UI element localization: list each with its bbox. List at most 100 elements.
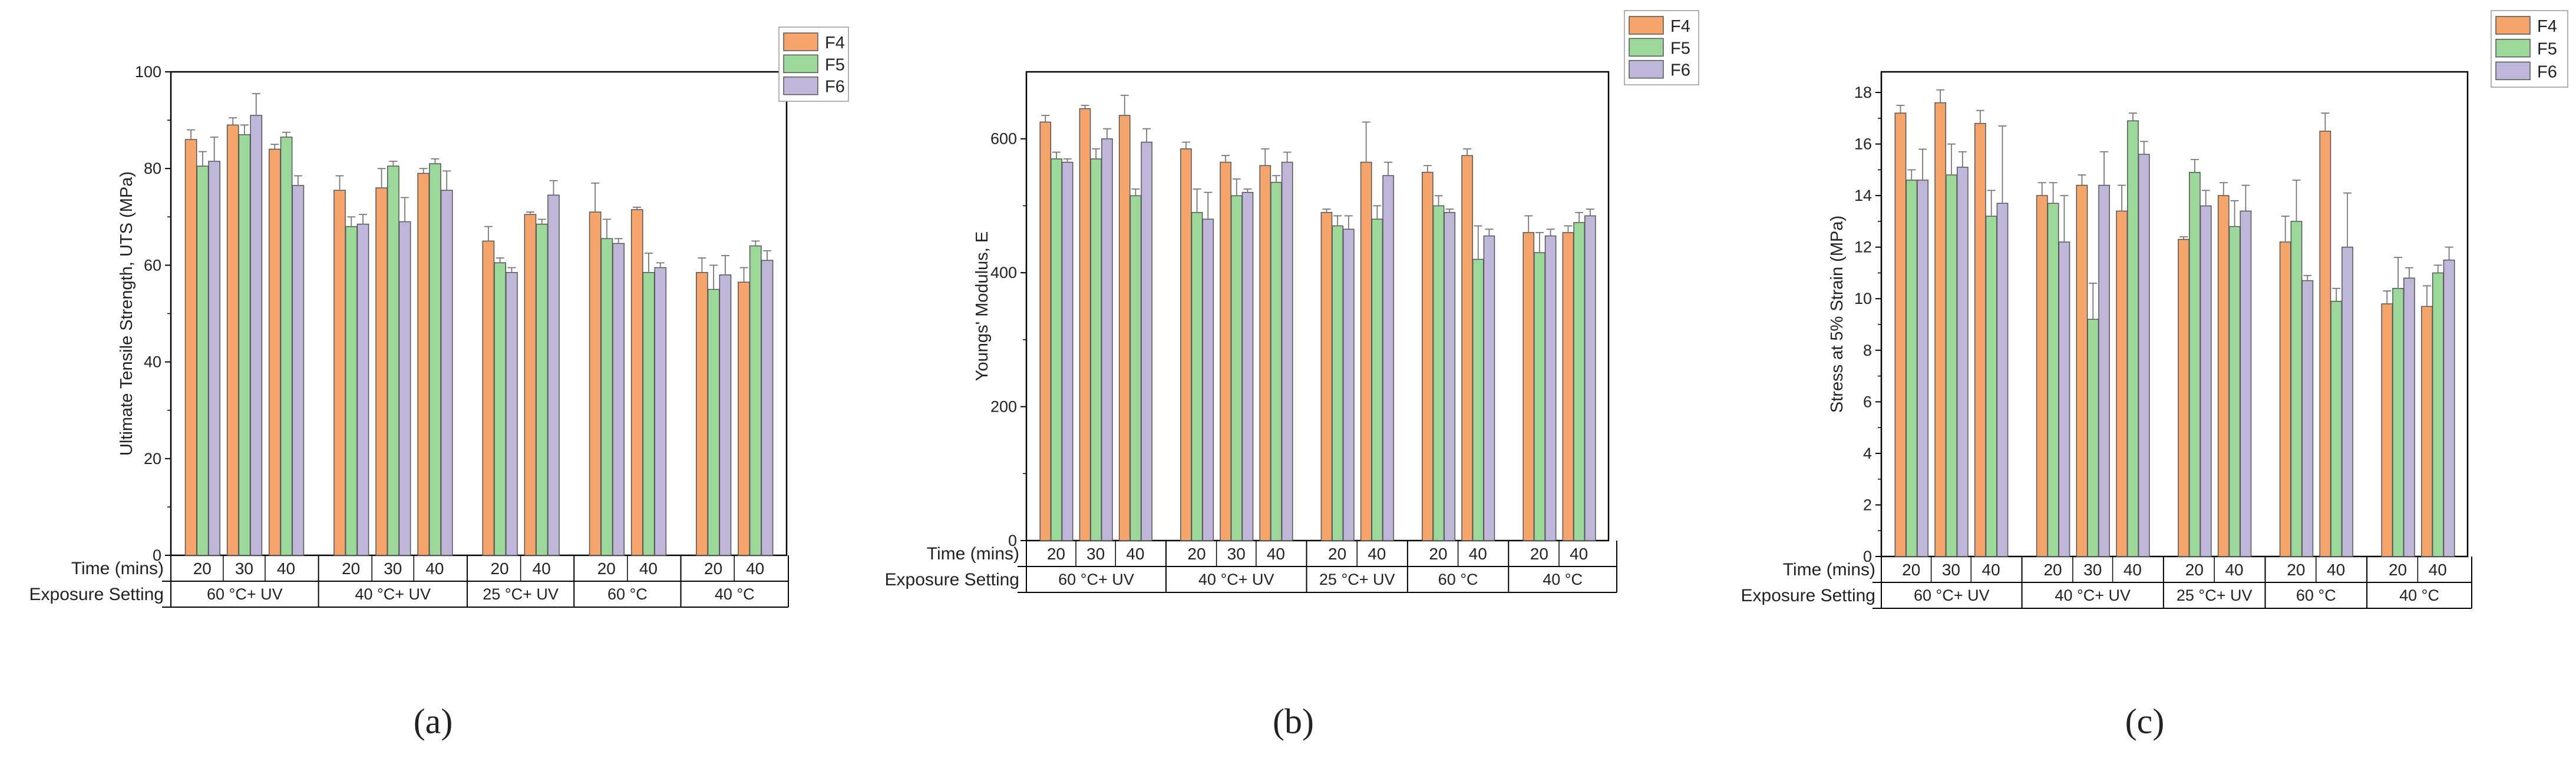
legend-label-f5: F5: [2537, 40, 2557, 59]
bar-f4: [1360, 161, 1372, 541]
time-label: 20: [1328, 545, 1346, 563]
legend-label-f4: F4: [1670, 17, 1690, 36]
bar-f6: [292, 185, 305, 556]
time-label: 40: [639, 559, 658, 578]
bar-f6: [2240, 210, 2252, 557]
bar-f4: [1894, 112, 1907, 557]
bar-f5: [707, 289, 720, 556]
bar-f5: [2228, 226, 2241, 557]
y-tick-label: 0: [153, 546, 161, 564]
bar-f6: [2138, 154, 2150, 557]
row-label-time: Time (mins): [927, 544, 1019, 564]
time-label: 40: [1368, 545, 1386, 563]
time-label: 30: [235, 559, 253, 578]
bar-f4: [1562, 232, 1574, 541]
plot-frame: [1880, 71, 2469, 558]
time-label: 20: [2185, 561, 2204, 579]
bar-f6: [2301, 280, 2314, 557]
bar-f4: [333, 190, 346, 556]
time-label: 40: [2123, 561, 2142, 579]
bar-f5: [600, 238, 613, 556]
bar-f4: [226, 124, 239, 556]
bar-f6: [440, 190, 453, 556]
time-label: 40: [1469, 545, 1487, 563]
bar-f4: [2036, 195, 2048, 557]
legend-label-f4: F4: [2537, 17, 2557, 36]
bar-f6: [1101, 138, 1113, 541]
bar-f4: [1079, 108, 1091, 541]
bar-f6: [208, 161, 221, 556]
bar-f5: [345, 226, 358, 556]
time-label: 40: [2429, 561, 2447, 579]
setting-label: 60 °C+ UV: [1914, 587, 1990, 604]
y-tick-label: 14: [1854, 187, 1872, 204]
time-label: 40: [746, 559, 764, 578]
y-axis-label: Ultimate Tensile Strength, UTS (MPa): [117, 171, 136, 456]
time-label: 40: [533, 559, 551, 578]
time-label: 20: [597, 559, 616, 578]
setting-label: 40 °C: [1543, 571, 1583, 588]
bar-f6: [2341, 246, 2353, 557]
y-tick-label: 4: [1863, 445, 1872, 462]
bar-f6: [547, 194, 560, 556]
legend-label-f5: F5: [1670, 39, 1690, 58]
time-label: 20: [704, 559, 722, 578]
setting-label: 40 °C+ UV: [2055, 587, 2131, 604]
legend-swatch-f5: [1629, 38, 1664, 57]
bar-f5: [1371, 218, 1383, 541]
time-label: 30: [1227, 545, 1246, 563]
time-label: 40: [425, 559, 444, 578]
time-label: 20: [1530, 545, 1548, 563]
bar-f4: [2217, 195, 2230, 557]
time-label: 20: [2043, 561, 2062, 579]
bar-f5: [429, 163, 441, 556]
setting-label: 40 °C: [715, 585, 755, 603]
bar-f5: [2189, 171, 2201, 557]
bar-f5: [1332, 225, 1343, 541]
setting-label: 40 °C+ UV: [1198, 571, 1274, 588]
bar-f4: [589, 211, 602, 556]
bar-f6: [398, 221, 411, 556]
bar-f4: [1523, 232, 1535, 541]
bar-f5: [2127, 120, 2139, 557]
time-label: 40: [277, 559, 295, 578]
time-label: 40: [2225, 561, 2243, 579]
time-label: 20: [1047, 545, 1065, 563]
bar-f5: [1573, 222, 1585, 541]
bar-f4: [2319, 130, 2331, 557]
bar-f4: [630, 209, 643, 556]
row-label-setting: Exposure Setting: [1741, 586, 1875, 605]
bar-f4: [1974, 122, 1986, 557]
bar-f6: [2199, 205, 2212, 557]
y-tick-label: 6: [1863, 393, 1872, 410]
bar-f6: [1544, 235, 1557, 541]
bar-f5: [196, 165, 209, 556]
y-tick-label: 8: [1863, 342, 1872, 359]
time-label: 40: [1982, 561, 2000, 579]
setting-label: 60 °C: [2296, 587, 2336, 604]
bar-f5: [494, 262, 506, 556]
row-label-setting: Exposure Setting: [29, 585, 164, 604]
time-label: 20: [193, 559, 212, 578]
bar-f5: [387, 165, 399, 556]
bar-f4: [1118, 115, 1131, 541]
panel-a-chart: 0 20 40 60 80 100 Ultimate Tensile Strength, U…: [29, 26, 849, 608]
bar-f4: [738, 281, 750, 556]
bar-f6: [1382, 175, 1394, 541]
time-label: 40: [2327, 561, 2345, 579]
bar-f4: [1934, 102, 1947, 557]
bar-f5: [2290, 221, 2303, 557]
bar-f4: [1039, 121, 1052, 541]
time-label: 20: [2287, 561, 2305, 579]
bar-f6: [1956, 167, 1969, 557]
bar-f4: [2421, 306, 2433, 557]
panel-c-chart: 0 2 4 6 8 10 12 14 16 18 Stress at 5% Strain (MPa)…: [1741, 10, 2568, 609]
bar-f6: [1996, 203, 2009, 557]
time-label: 20: [2389, 561, 2407, 579]
bar-f6: [654, 267, 667, 556]
bar-f5: [2087, 319, 2099, 557]
bar-f6: [1343, 228, 1355, 541]
bar-f5: [1090, 158, 1102, 541]
setting-label: 60 °C: [607, 585, 648, 603]
legend-swatch-f4: [1629, 16, 1664, 35]
